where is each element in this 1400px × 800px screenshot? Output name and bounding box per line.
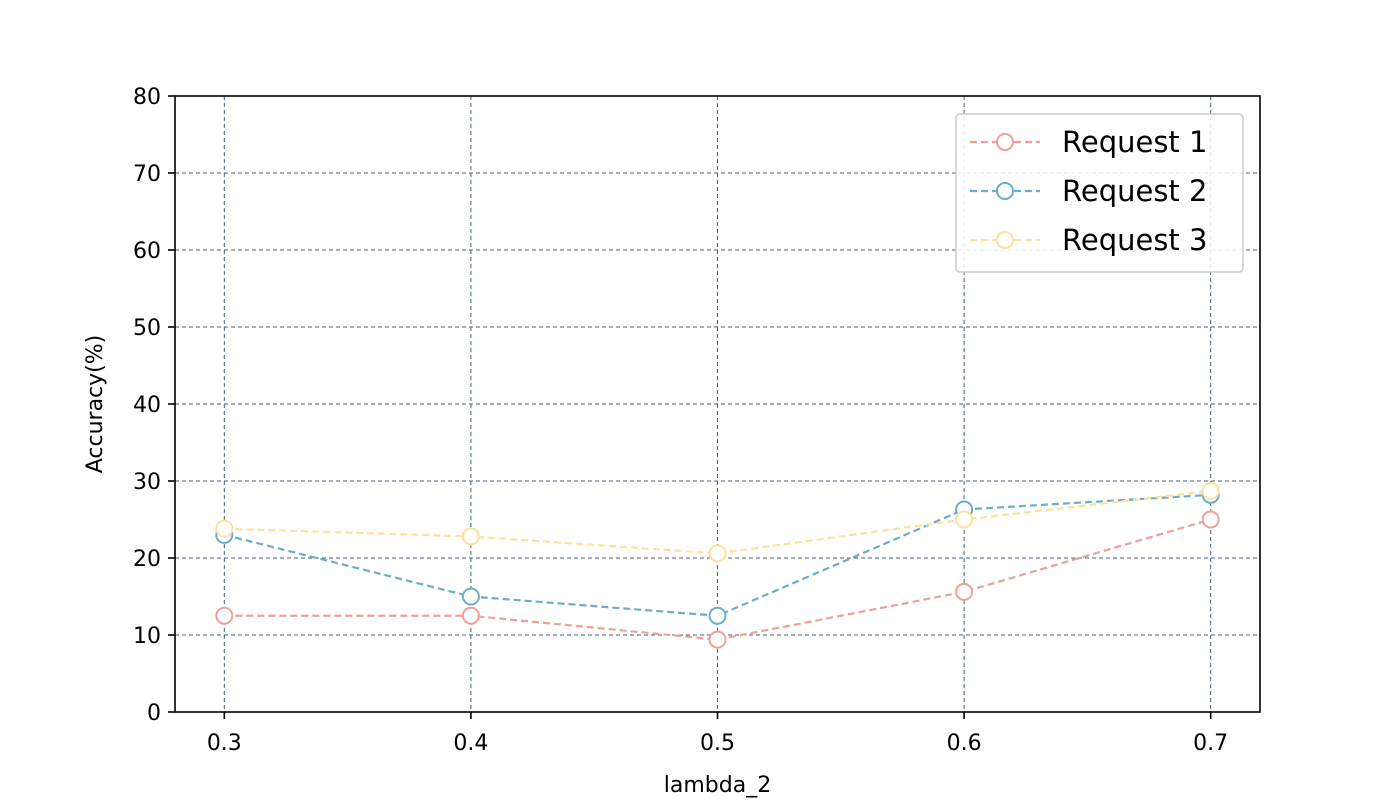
legend-marker (996, 231, 1014, 249)
x-axis-ticks: 0.3 0.4 0.5 0.6 0.7 (207, 712, 1228, 756)
data-point (461, 606, 480, 625)
x-tick-label: 0.4 (453, 731, 488, 756)
series-line (224, 518, 1211, 641)
series-3 (215, 482, 1220, 563)
legend-marker (996, 133, 1014, 151)
y-tick-label: 50 (133, 316, 161, 341)
data-point (708, 544, 727, 563)
y-axis-label: Accuracy(%) (83, 335, 108, 474)
y-axis-ticks: 0 10 20 30 40 50 60 70 80 (133, 85, 175, 726)
series-group (215, 482, 1220, 649)
series-2 (215, 485, 1220, 625)
y-tick-label: 30 (133, 470, 161, 495)
y-tick-label: 10 (133, 624, 161, 649)
data-point (955, 510, 974, 529)
x-tick-label: 0.7 (1193, 731, 1228, 756)
legend-marker (996, 182, 1014, 200)
data-point (461, 527, 480, 546)
x-tick-label: 0.6 (947, 731, 982, 756)
y-tick-label: 0 (147, 701, 161, 726)
legend-entry: Request 1 (970, 125, 1207, 159)
legend-entry: Request 2 (970, 174, 1207, 208)
data-point (708, 606, 727, 625)
legend-box (955, 113, 1244, 273)
data-point (1201, 510, 1220, 529)
legend-label: Request 3 (1062, 223, 1207, 257)
series-1 (215, 510, 1220, 649)
y-tick-label: 70 (133, 162, 161, 187)
x-axis-label: lambda_2 (664, 773, 771, 798)
legend: Request 1 Request 2 Request 3 (955, 113, 1244, 273)
data-point (955, 582, 974, 601)
data-point (215, 606, 234, 625)
y-tick-label: 40 (133, 393, 161, 418)
data-point (461, 587, 480, 606)
x-tick-label: 0.5 (700, 731, 735, 756)
data-point (708, 630, 727, 649)
data-point (215, 519, 234, 538)
y-tick-label: 20 (133, 547, 161, 572)
legend-entry: Request 3 (970, 223, 1207, 257)
legend-label: Request 1 (1062, 125, 1207, 159)
y-tick-label: 60 (133, 239, 161, 264)
legend-label: Request 2 (1062, 174, 1207, 208)
series-line (224, 489, 1211, 555)
data-point (1201, 482, 1220, 501)
y-tick-label: 80 (133, 85, 161, 110)
x-tick-label: 0.3 (207, 731, 242, 756)
